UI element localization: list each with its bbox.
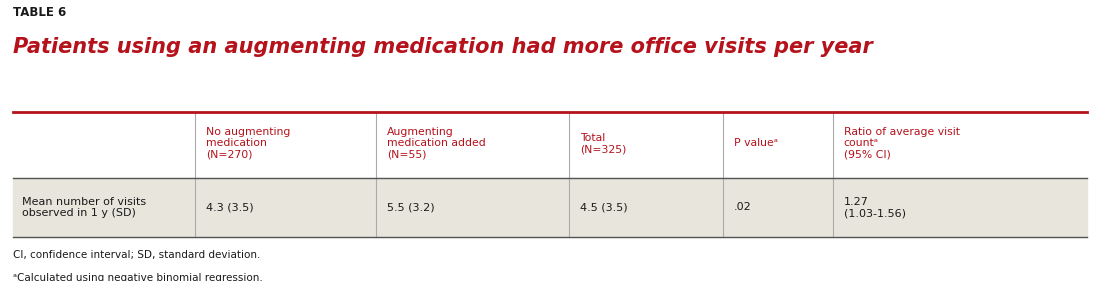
Text: 4.5 (3.5): 4.5 (3.5) [580, 202, 627, 212]
Bar [13, 112, 1087, 178]
Text: P valueᵃ: P valueᵃ [734, 138, 778, 148]
Text: Patients using an augmenting medication had more office visits per year: Patients using an augmenting medication … [13, 37, 873, 56]
Text: Mean number of visits
observed in 1 y (SD): Mean number of visits observed in 1 y (S… [22, 197, 146, 218]
Text: .02: .02 [734, 202, 751, 212]
Text: 5.5 (3.2): 5.5 (3.2) [387, 202, 434, 212]
Text: Augmenting
medication added
(N=55): Augmenting medication added (N=55) [387, 127, 486, 160]
Text: Ratio of average visit
countᵃ
(95% CI): Ratio of average visit countᵃ (95% CI) [844, 127, 959, 160]
Bar [13, 178, 1087, 237]
Text: 4.3 (3.5): 4.3 (3.5) [206, 202, 253, 212]
Text: No augmenting
medication
(N=270): No augmenting medication (N=270) [206, 127, 290, 160]
Text: ᵃCalculated using negative binomial regression.: ᵃCalculated using negative binomial regr… [13, 273, 263, 281]
Text: CI, confidence interval; SD, standard deviation.: CI, confidence interval; SD, standard de… [13, 250, 261, 260]
Text: 1.27
(1.03-1.56): 1.27 (1.03-1.56) [844, 197, 905, 218]
Text: TABLE 6: TABLE 6 [13, 6, 66, 19]
Text: Total
(N=325): Total (N=325) [580, 133, 626, 154]
